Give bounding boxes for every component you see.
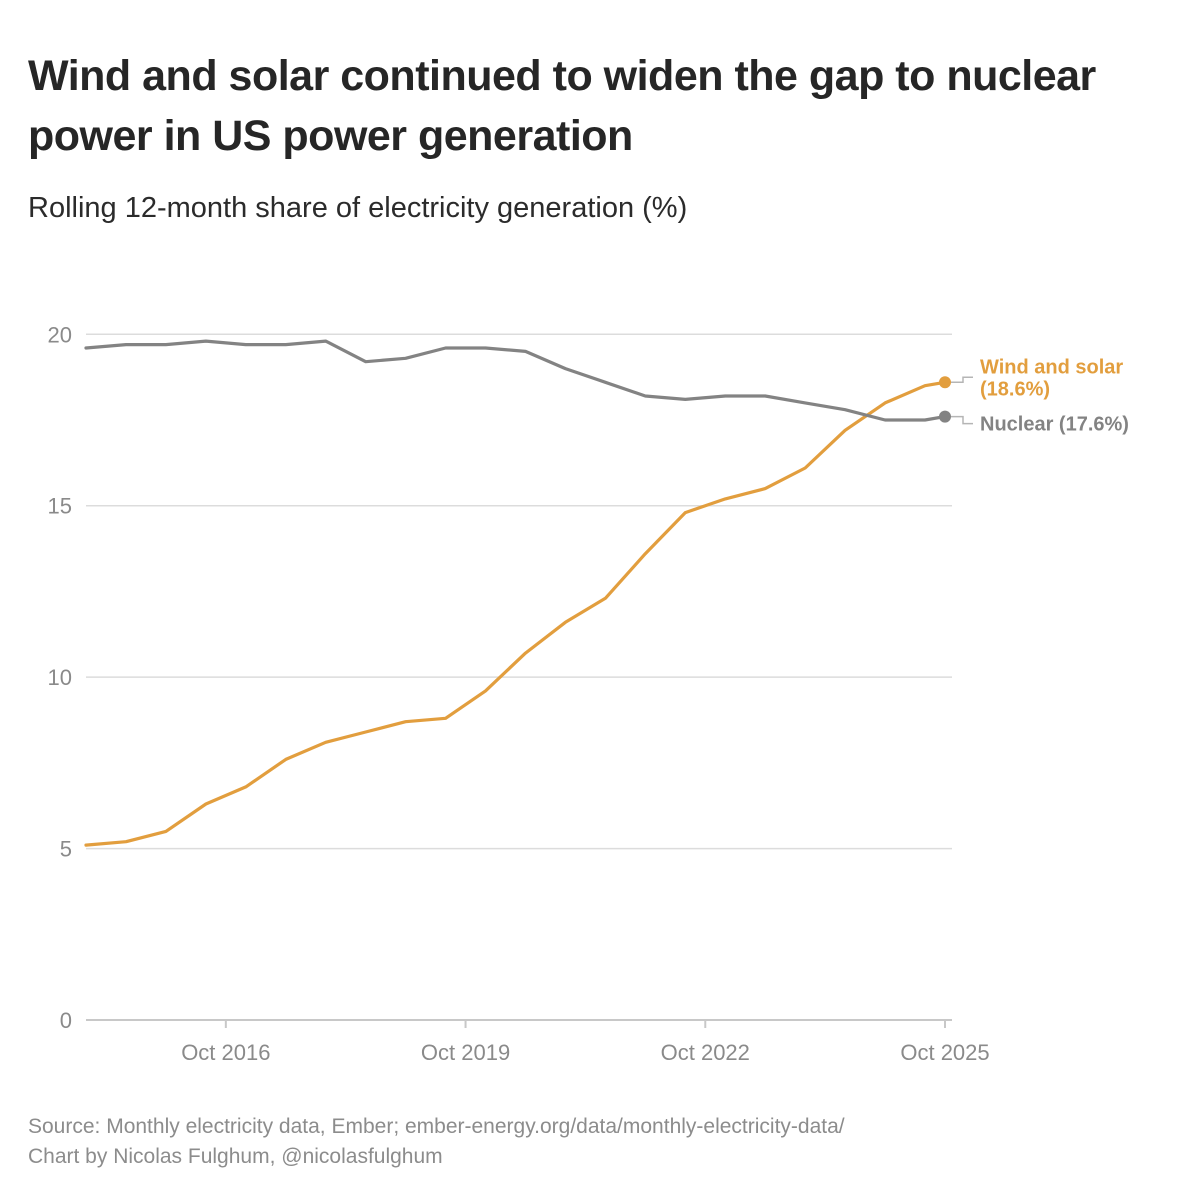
credit-line: Chart by Nicolas Fulghum, @nicolasfulghu… [28, 1145, 443, 1168]
source-note: Source: Monthly electricity data, Ember;… [28, 1112, 845, 1172]
end-labels: Wind and solar(18.6%) Nuclear (17.6%) [951, 356, 1129, 436]
series-line-nuclear [84, 339, 947, 422]
x-tick-label: Oct 2022 [661, 1040, 750, 1065]
source-line: Source: Monthly electricity data, Ember;… [28, 1115, 845, 1138]
end-label-wind-and-solar: Wind and solar [980, 356, 1123, 378]
end-label-value-wind-and-solar: (18.6%) [980, 378, 1050, 400]
chart-title: Wind and solar continued to widen the ga… [28, 52, 1096, 160]
x-tick-label: Oct 2019 [421, 1040, 510, 1065]
y-tick-label: 20 [48, 322, 72, 347]
series-line-wind-and-solar [84, 380, 947, 847]
y-tick-label: 5 [60, 837, 72, 862]
x-tick-label: Oct 2016 [181, 1040, 270, 1065]
series-lines [84, 339, 951, 847]
y-tick-label: 0 [60, 1008, 72, 1033]
end-point-wind-and-solar [939, 376, 951, 389]
x-axis: Oct 2016 Oct 2019 Oct 2022 Oct 2025 [86, 1019, 990, 1065]
leader-line-wind-and-solar [951, 376, 973, 384]
y-axis: 0 5 10 15 20 [48, 322, 72, 1033]
gridlines [86, 333, 952, 850]
x-tick-label: Oct 2025 [900, 1040, 989, 1065]
chart-subtitle: Rolling 12-month share of electricity ge… [28, 192, 688, 224]
y-tick-label: 10 [48, 665, 72, 690]
end-label-nuclear: Nuclear (17.6%) [980, 414, 1129, 436]
end-point-nuclear [939, 410, 951, 423]
leader-line-nuclear [951, 415, 973, 425]
y-tick-label: 15 [48, 494, 72, 519]
